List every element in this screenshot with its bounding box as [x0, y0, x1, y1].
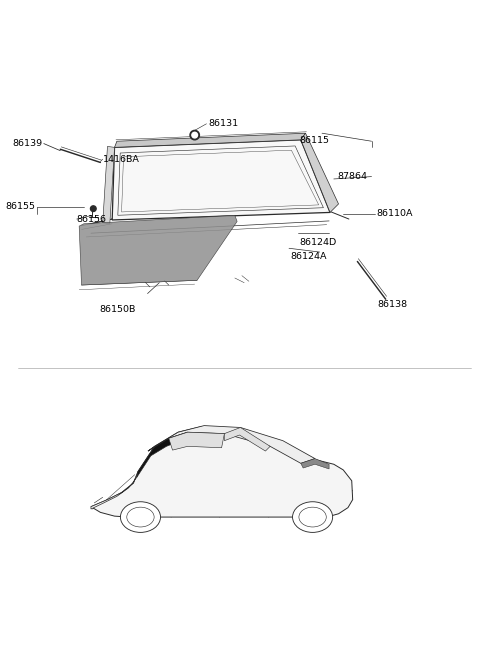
Text: 86150B: 86150B: [99, 305, 135, 314]
Text: 86115: 86115: [300, 136, 330, 145]
Polygon shape: [103, 147, 115, 224]
Text: 87864: 87864: [337, 172, 368, 181]
Ellipse shape: [292, 502, 333, 533]
Polygon shape: [148, 426, 315, 463]
Polygon shape: [79, 215, 237, 285]
Circle shape: [90, 206, 96, 212]
Polygon shape: [225, 428, 270, 451]
Circle shape: [192, 132, 198, 138]
Text: 86131: 86131: [208, 119, 238, 128]
Polygon shape: [112, 140, 330, 220]
Circle shape: [190, 130, 199, 140]
Text: 86110A: 86110A: [376, 210, 413, 218]
Polygon shape: [169, 432, 225, 450]
Polygon shape: [137, 432, 188, 477]
Text: 86124D: 86124D: [300, 238, 337, 247]
Polygon shape: [301, 133, 338, 212]
Polygon shape: [91, 426, 353, 517]
Text: 86156: 86156: [77, 215, 107, 223]
Text: 86155: 86155: [6, 202, 36, 212]
Text: 86139: 86139: [12, 139, 42, 148]
Text: 86124A: 86124A: [290, 252, 327, 261]
Text: 1416BA: 1416BA: [103, 155, 140, 164]
Polygon shape: [91, 472, 138, 509]
Polygon shape: [301, 458, 329, 469]
Polygon shape: [115, 133, 305, 147]
Text: 86138: 86138: [377, 301, 408, 309]
Ellipse shape: [120, 502, 160, 533]
